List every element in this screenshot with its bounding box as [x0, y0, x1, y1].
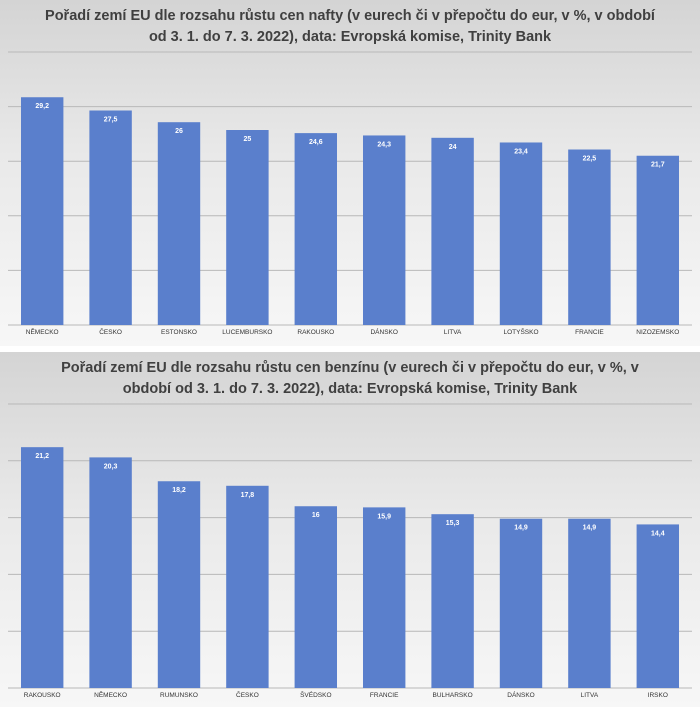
diesel-category-label: NIZOZEMSKO — [636, 329, 679, 336]
petrol-value-label: 18,2 — [172, 487, 186, 494]
diesel-bar — [431, 137, 474, 325]
diesel-bar — [362, 135, 406, 325]
diesel-category-label: DÁNSKO — [370, 327, 397, 336]
petrol-value-label: 15,9 — [377, 513, 391, 520]
diesel-value-label: 23,4 — [514, 148, 528, 155]
petrol-value-label: 14,9 — [583, 525, 597, 532]
petrol-category-label: DÁNSKO — [507, 690, 534, 699]
chart-divider — [0, 346, 700, 352]
petrol-category-label: NĚMECKO — [94, 690, 127, 699]
petrol-bar — [499, 518, 543, 688]
petrol-value-label: 17,8 — [241, 492, 255, 499]
diesel-value-label: 21,7 — [651, 162, 665, 169]
petrol-category-label: IRSKO — [648, 692, 668, 699]
diesel-value-label: 26 — [175, 128, 183, 135]
diesel-value-label: 24 — [449, 144, 457, 151]
diesel-chart-panel: Pořadí zemí EU dle rozsahu růstu cen naf… — [0, 0, 700, 346]
diesel-category-label: FRANCIE — [575, 329, 604, 336]
petrol-bar — [294, 506, 338, 688]
diesel-category-label: ČESKO — [99, 327, 122, 336]
diesel-chart-title: Pořadí zemí EU dle rozsahu růstu cen naf… — [0, 6, 700, 48]
petrol-chart-panel: Pořadí zemí EU dle rozsahu růstu cen ben… — [0, 352, 700, 707]
petrol-value-label: 15,3 — [446, 520, 460, 527]
diesel-bar — [157, 122, 201, 325]
petrol-chart-title: Pořadí zemí EU dle rozsahu růstu cen ben… — [0, 358, 700, 400]
diesel-bar — [20, 97, 64, 326]
petrol-bar — [20, 447, 64, 688]
diesel-value-label: 29,2 — [35, 103, 49, 110]
petrol-value-label: 14,9 — [514, 525, 528, 532]
diesel-bar — [226, 130, 269, 325]
petrol-bar — [226, 485, 269, 688]
petrol-bar — [431, 514, 474, 688]
petrol-bar — [362, 507, 406, 688]
diesel-bar — [499, 142, 543, 325]
petrol-bar — [568, 518, 611, 688]
diesel-chart-plot: 29,2 NĚMECKO 27,5 ČESKO 26 ESTONSKO 25 LUCEMBUR… — [8, 51, 692, 336]
diesel-bar — [89, 110, 132, 325]
diesel-chart-title-line-2: od 3. 1. do 7. 3. 2022), data: Evropská … — [148, 29, 552, 45]
diesel-category-label: LITVA — [444, 329, 462, 336]
petrol-category-label: BULHARSKO — [433, 692, 473, 699]
diesel-chart-title-line-1: Pořadí zemí EU dle rozsahu růstu cen naf… — [45, 8, 655, 24]
petrol-bar — [89, 457, 132, 688]
diesel-value-label: 25 — [244, 136, 252, 143]
diesel-value-label: 24,3 — [377, 141, 391, 148]
petrol-chart-plot: 21,2 RAKOUSKO 20,3 NĚMECKO 18,2 RUMUNSKO 17,8 Č… — [8, 403, 692, 699]
diesel-value-label: 27,5 — [104, 117, 118, 124]
diesel-bar — [568, 149, 611, 325]
petrol-category-label: LITVA — [581, 692, 599, 699]
diesel-value-label: 22,5 — [583, 156, 597, 163]
diesel-value-label: 24,6 — [309, 139, 323, 146]
diesel-category-label: LOTYŠSKO — [503, 327, 538, 336]
petrol-category-label: FRANCIE — [370, 692, 399, 699]
petrol-category-label: ČESKO — [236, 690, 259, 699]
petrol-category-label: RAKOUSKO — [24, 692, 61, 699]
petrol-chart-title-line-1: Pořadí zemí EU dle rozsahu růstu cen ben… — [61, 360, 639, 376]
petrol-category-label: ŠVÉDSKO — [300, 690, 331, 699]
petrol-value-label: 16 — [312, 512, 320, 519]
petrol-chart-title-line-2: období od 3. 1. do 7. 3. 2022), data: Ev… — [122, 381, 578, 397]
diesel-bar — [636, 155, 680, 325]
diesel-category-label: NĚMECKO — [26, 327, 59, 336]
petrol-value-label: 20,3 — [104, 463, 118, 470]
diesel-bar — [294, 133, 338, 325]
diesel-category-label: ESTONSKO — [161, 329, 197, 336]
petrol-value-label: 21,2 — [35, 453, 49, 460]
diesel-category-label: RAKOUSKO — [297, 329, 334, 336]
diesel-category-label: LUCEMBURSKO — [222, 329, 272, 336]
petrol-value-label: 14,4 — [651, 530, 665, 537]
petrol-category-label: RUMUNSKO — [160, 692, 198, 699]
petrol-bar — [636, 524, 680, 688]
petrol-bar — [157, 481, 201, 688]
